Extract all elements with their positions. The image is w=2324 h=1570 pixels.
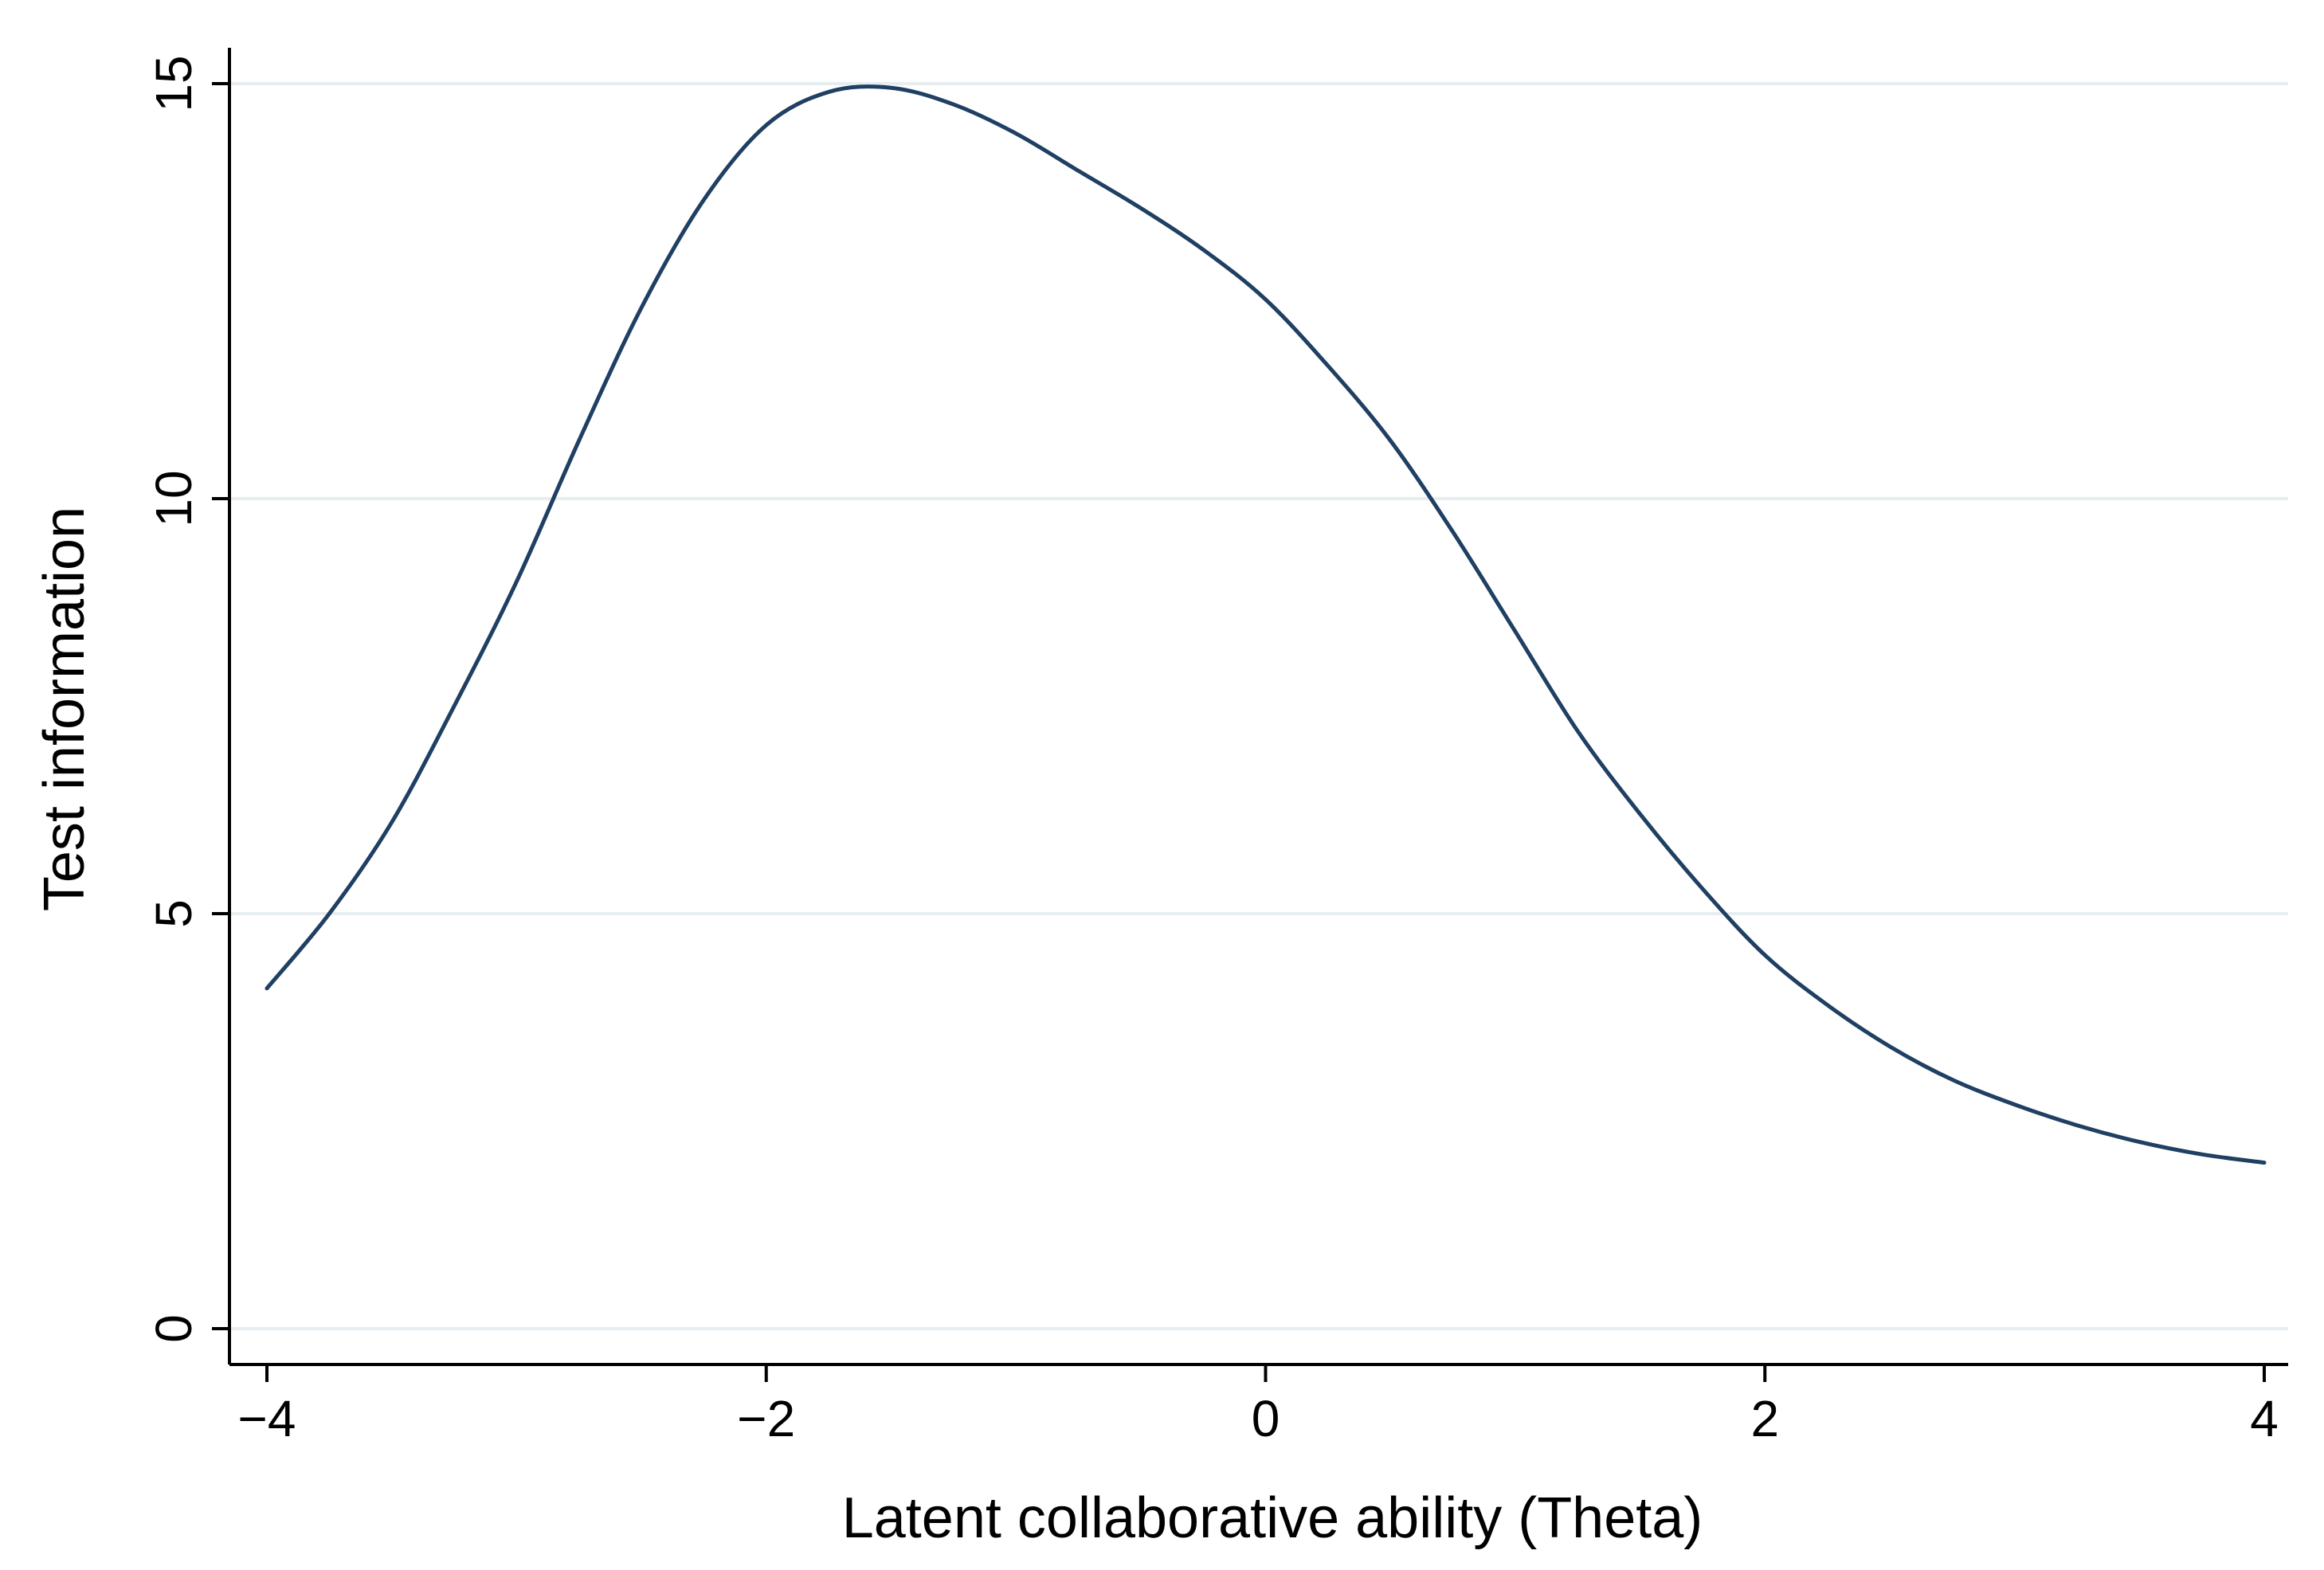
grid-lines <box>229 82 2288 1330</box>
y-tick-label-1: 5 <box>145 899 202 928</box>
y-tick-label-3: 15 <box>145 55 202 112</box>
tick-labels: 0 5 10 15 −4 −2 0 2 4 <box>145 55 2279 1447</box>
series-line-0 <box>265 84 2267 1165</box>
x-axis-title: Latent collaborative ability (Theta) <box>842 1486 1703 1550</box>
y-axis-title: Test information <box>33 507 96 911</box>
x-tick-label-1: −2 <box>737 1390 795 1447</box>
y-tick-label-2: 10 <box>145 470 202 527</box>
ticks <box>212 82 2266 1382</box>
series-layer <box>265 84 2267 1165</box>
y-tick-label-0: 0 <box>145 1314 202 1343</box>
x-tick-label-0: −4 <box>238 1390 296 1447</box>
axes <box>228 48 2288 1366</box>
x-tick-label-4: 4 <box>2250 1390 2279 1447</box>
x-tick-label-3: 2 <box>1750 1390 1779 1447</box>
x-tick-label-2: 0 <box>1252 1390 1280 1447</box>
